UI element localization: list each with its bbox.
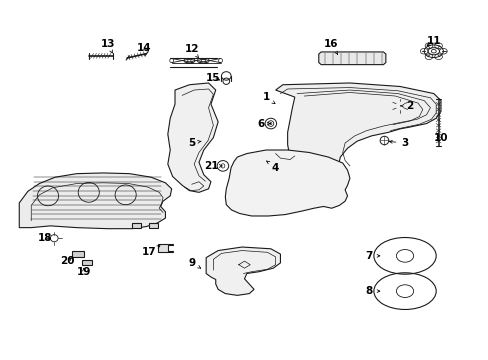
Text: 8: 8 (365, 286, 379, 296)
Text: 13: 13 (101, 39, 115, 53)
Polygon shape (132, 223, 141, 228)
Polygon shape (206, 247, 280, 295)
Text: 9: 9 (188, 258, 201, 268)
Text: 14: 14 (136, 43, 151, 53)
Text: 19: 19 (77, 267, 91, 277)
Text: 6: 6 (257, 118, 270, 129)
Text: 12: 12 (184, 45, 199, 58)
Text: 7: 7 (365, 251, 379, 261)
Text: 17: 17 (141, 246, 160, 257)
Polygon shape (167, 83, 218, 192)
Text: 21: 21 (203, 161, 222, 171)
Text: 3: 3 (388, 138, 408, 148)
Text: 10: 10 (433, 133, 447, 143)
Polygon shape (275, 83, 440, 190)
Polygon shape (225, 150, 349, 216)
Polygon shape (158, 243, 172, 252)
Polygon shape (148, 223, 158, 228)
Polygon shape (81, 260, 92, 265)
Text: 15: 15 (205, 73, 220, 83)
Polygon shape (318, 52, 385, 65)
Text: 18: 18 (38, 233, 52, 243)
Text: 4: 4 (266, 161, 279, 173)
Text: 11: 11 (426, 36, 440, 46)
Text: 20: 20 (60, 256, 74, 266)
Polygon shape (19, 173, 171, 229)
Text: 1: 1 (262, 92, 274, 104)
Polygon shape (72, 251, 84, 257)
Text: 2: 2 (400, 101, 413, 111)
Text: 16: 16 (323, 39, 337, 54)
Text: 5: 5 (188, 138, 201, 148)
